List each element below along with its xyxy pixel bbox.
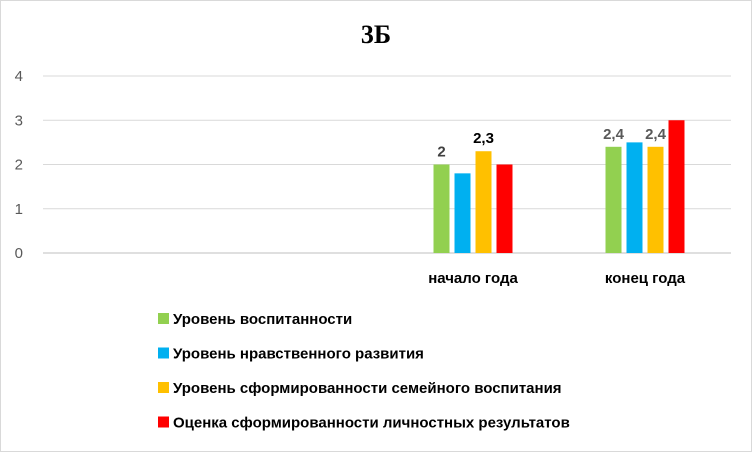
legend-entry: Оценка сформированности личностных резул… bbox=[173, 415, 570, 432]
bar bbox=[605, 146, 622, 253]
bar bbox=[454, 173, 471, 253]
bar bbox=[626, 142, 643, 253]
data-label: 2,4 bbox=[603, 126, 625, 143]
bar bbox=[433, 164, 450, 253]
legend-swatch bbox=[158, 313, 169, 324]
x-category-label: конец года bbox=[605, 270, 686, 287]
y-axis-ticks: 0 1 2 3 4 bbox=[15, 68, 23, 262]
y-tick-label: 2 bbox=[15, 157, 23, 174]
bar bbox=[475, 151, 492, 253]
data-label: 2,4 bbox=[645, 126, 667, 143]
x-category-label: начало года bbox=[428, 270, 518, 287]
legend-entry: Уровень воспитанности bbox=[173, 311, 352, 328]
bar bbox=[668, 120, 685, 253]
bars bbox=[433, 120, 685, 253]
data-labels: 2 2,3 2,4 2,4 bbox=[437, 126, 666, 161]
data-label: 2,3 bbox=[473, 130, 494, 147]
bar bbox=[496, 164, 513, 253]
y-tick-label: 4 bbox=[15, 68, 23, 85]
legend: Уровень воспитанности Уровень нравственно… bbox=[158, 311, 570, 432]
data-label: 2 bbox=[437, 144, 445, 161]
bar bbox=[647, 146, 664, 253]
y-tick-label: 1 bbox=[15, 201, 23, 218]
chart-title: 3Б bbox=[361, 20, 391, 49]
y-tick-label: 0 bbox=[15, 245, 23, 262]
legend-entry: Уровень нравственного развития bbox=[173, 346, 424, 363]
x-axis-categories: начало года конец года bbox=[428, 270, 686, 287]
legend-swatch bbox=[158, 347, 169, 359]
legend-swatch bbox=[158, 416, 169, 428]
y-tick-label: 3 bbox=[15, 112, 23, 129]
legend-entry: Уровень сформированности семейного воспи… bbox=[173, 380, 562, 397]
legend-swatch bbox=[158, 382, 169, 393]
